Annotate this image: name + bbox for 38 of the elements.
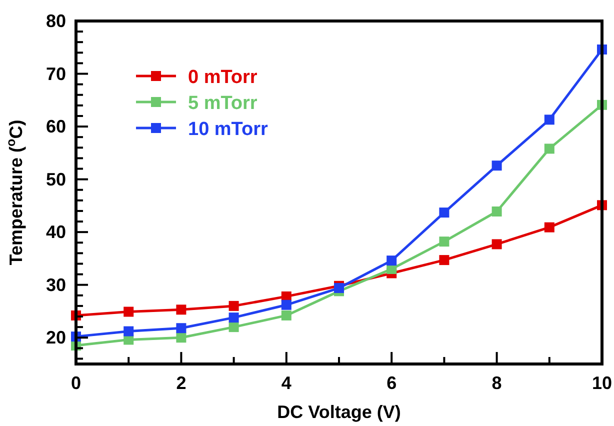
y-tick-label: 40 bbox=[46, 222, 66, 242]
y-tick-label: 30 bbox=[46, 274, 66, 295]
y-tick-label: 80 bbox=[46, 11, 66, 31]
point bbox=[281, 310, 292, 320]
point bbox=[544, 114, 554, 125]
x-tick-label: 2 bbox=[176, 373, 186, 393]
point bbox=[492, 206, 502, 216]
point bbox=[439, 255, 450, 266]
x-axis-title: DC Voltage (V) bbox=[277, 402, 401, 422]
point bbox=[176, 304, 186, 315]
point bbox=[228, 300, 239, 311]
point bbox=[176, 323, 186, 334]
x-tick-label: 4 bbox=[281, 373, 292, 393]
point bbox=[124, 306, 134, 317]
legend-label: 10 mTorr bbox=[188, 119, 268, 140]
y-tick-label: 20 bbox=[46, 328, 66, 348]
point bbox=[544, 222, 554, 232]
x-tick-label: 8 bbox=[492, 373, 502, 393]
point bbox=[544, 144, 554, 154]
y-tick-label: 70 bbox=[46, 64, 66, 84]
point bbox=[228, 312, 239, 323]
point bbox=[124, 326, 134, 336]
y-tick-label: 50 bbox=[46, 169, 66, 190]
point bbox=[492, 239, 502, 250]
x-tick-label: 6 bbox=[386, 373, 397, 393]
x-tick-label: 0 bbox=[70, 373, 82, 393]
point bbox=[334, 283, 344, 294]
point bbox=[176, 332, 186, 343]
point bbox=[228, 322, 239, 332]
point bbox=[492, 160, 502, 171]
point bbox=[439, 208, 450, 218]
legend-label: 0 mTorr bbox=[188, 67, 258, 88]
legend-label: 5 mTorr bbox=[188, 93, 258, 114]
point bbox=[439, 236, 450, 247]
y-tick-label: 60 bbox=[46, 116, 66, 137]
x-tick-label: 10 bbox=[592, 373, 612, 393]
point bbox=[281, 300, 292, 310]
point bbox=[386, 256, 397, 266]
